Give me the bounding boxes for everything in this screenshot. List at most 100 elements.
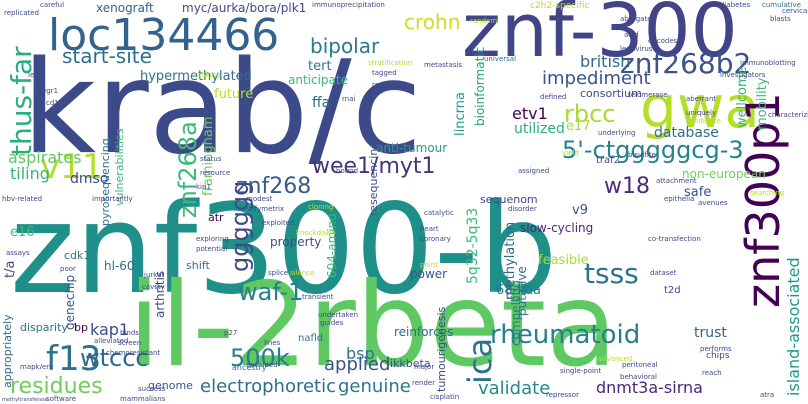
word-acid: acid [624,31,639,39]
word-random: random [470,17,498,25]
word-genuine: genuine [338,376,411,397]
word-chemoresistant: chemoresistant [106,349,161,357]
word-w18: w18 [604,174,650,199]
word-gwa: gwa [640,73,760,141]
word-methyltransferase: methyltransferase [2,397,48,403]
word-alleviated: alleviated [94,337,129,345]
word-yield: yield [562,149,579,157]
word-property: property [270,235,322,249]
word-v9: v9 [572,203,588,218]
word-tsss: tsss [584,257,639,290]
word-slow-cycling: slow-cycling [520,221,594,235]
word-disorder: disorder [508,205,537,213]
word-anti-tumour: anti-tumour [376,141,448,155]
word-non-european: non-european [682,167,766,181]
word-reinforces: reinforces [394,325,454,339]
word-universal: universal [484,55,517,63]
word-status: status [200,155,222,163]
word-single-point: single-point [560,367,602,375]
word-kap1: kap1 [90,320,130,339]
word-feasible: feasible [538,253,589,268]
word-atra: atra [760,391,775,399]
word-electrophoretic: electrophoretic [200,376,337,397]
word-tert: tert [308,59,332,74]
word-abrogated: abrogated [620,15,656,23]
word-znf300-b: znf300-b [10,178,558,322]
word-uniquely: uniquely [686,109,717,117]
word-investigators: investigators [720,71,766,79]
word-catalytic: catalytic [424,209,454,217]
word-ancestry: ancestry [232,363,267,372]
word-database: database [654,125,719,141]
word-software: software [46,395,77,403]
word-myc: myc/aurka/bora/plk1 [182,1,307,15]
word-excluded: excluded [246,361,278,369]
word-advanced: advanced [598,355,633,363]
word-tiling: tiling [10,164,50,183]
word-mobility: mobility [755,77,770,131]
word-pyrosequencing: pyrosequencing [99,138,112,226]
word-immunoblotting: immunoblotting [740,59,796,67]
word-exploring: exploring [196,235,229,243]
word-cloning: cloning [308,203,334,211]
word-bsp: bsp [346,344,375,363]
word-bisulfite: bisulfite [628,151,656,159]
word-point: point [420,261,438,269]
word-dataset: dataset [650,269,677,277]
word-consortium: consortium [580,87,642,100]
word-avenues: avenues [698,199,728,207]
word-power: power [410,267,448,281]
word-peritoneal: peritoneal [622,361,658,369]
word-replicated: replicated [4,9,39,17]
word-bipolar: bipolar [310,34,380,58]
word-careful: careful [40,1,65,9]
word-waf-1: waf-1 [238,278,304,306]
word-assays: assays [6,249,30,257]
word-hbv-related: hbv-related [2,195,43,203]
word-ffa: ffa [312,95,331,111]
word-aberrant: aberrant [686,95,717,103]
word-start-site: start-site [62,44,152,68]
word-il-2rbeta: il-2rbeta [128,258,618,393]
word-t2d: t2d [664,285,681,296]
word-appropriately: appropriately [1,314,14,388]
word-assigned: assigned [518,167,550,175]
word-metastasis: metastasis [424,61,463,69]
word-utilized: utilized [514,121,565,137]
word-znf268b2: znf268b2 [620,47,752,80]
word-ikkbeta: ikkbeta [390,357,431,370]
word-transient: transient [302,293,334,301]
word-cavsty: cavsty [142,283,165,291]
word-impediment: impediment [542,68,651,89]
word-lincrna: lincrna [453,92,468,136]
word-validate: validate [478,378,551,399]
word-candidate: candidate [686,117,721,125]
word-mammalians: mammalians [120,395,166,403]
word-represent: represent [372,81,406,89]
word-applied: applied [324,354,391,375]
word-silence: silence [290,269,315,277]
word-epithelia: epithelia [664,195,695,203]
word-future: future [214,87,254,102]
word-safe: safe [684,185,712,200]
word-island-associated: island-associated [784,257,803,396]
word-dmso: dmso [70,171,109,187]
word-dnmt3a-sirna: dnmt3a-sirna [596,378,703,397]
word-t-a: t/a [3,260,18,278]
word-hypermethylated: hypermethylated [140,69,252,84]
word-68-kda: 68-kda [496,283,541,298]
word-mapk-erk: mapk/erk [20,363,54,371]
word-undertaken: undertaken [318,311,359,319]
word-importantly: importantly [92,195,133,203]
word-render: render [412,379,436,387]
word-residues: residues [10,374,103,399]
word-rheumatoid: rheumatoid [490,320,641,350]
word-exploited: exploited [262,219,295,227]
word-binds: binds [120,329,139,337]
word-screen: screen [118,339,142,347]
word-resource: resource [200,169,231,177]
word-cd11b: cd11b [46,99,68,107]
word-guides: guides [320,319,344,327]
word-major: major [414,363,435,371]
word-rbcc: rbcc [564,100,616,128]
